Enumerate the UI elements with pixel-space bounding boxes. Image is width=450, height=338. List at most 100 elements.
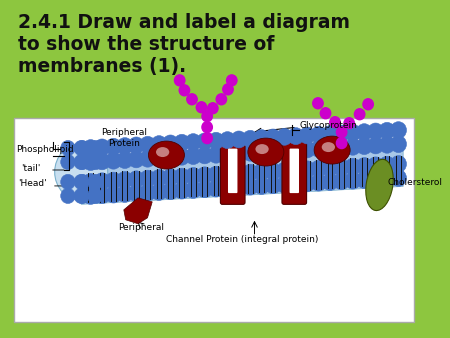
Circle shape — [276, 142, 292, 159]
Circle shape — [105, 172, 122, 189]
Circle shape — [128, 185, 144, 202]
Circle shape — [242, 164, 258, 181]
Circle shape — [368, 171, 384, 188]
Circle shape — [333, 159, 350, 176]
Text: Glycoprotein: Glycoprotein — [299, 121, 357, 130]
FancyBboxPatch shape — [228, 149, 238, 193]
Circle shape — [220, 179, 235, 196]
Circle shape — [105, 152, 122, 169]
Circle shape — [220, 146, 235, 163]
Text: Peripheral
Protein: Peripheral Protein — [101, 128, 147, 148]
Circle shape — [391, 155, 406, 172]
Circle shape — [197, 133, 213, 150]
Circle shape — [356, 138, 372, 154]
Circle shape — [94, 153, 110, 170]
Circle shape — [223, 84, 233, 95]
Circle shape — [74, 174, 89, 190]
FancyBboxPatch shape — [282, 140, 306, 204]
Circle shape — [202, 122, 212, 132]
Circle shape — [242, 178, 258, 195]
Circle shape — [356, 124, 372, 141]
Circle shape — [310, 126, 327, 143]
Circle shape — [175, 75, 185, 86]
Circle shape — [105, 186, 122, 203]
Circle shape — [299, 127, 315, 144]
Circle shape — [117, 186, 133, 202]
Bar — [14, 118, 414, 322]
Circle shape — [179, 85, 189, 96]
Circle shape — [345, 138, 361, 155]
Circle shape — [254, 130, 270, 147]
Circle shape — [313, 98, 323, 109]
Circle shape — [151, 184, 167, 200]
Polygon shape — [124, 198, 152, 224]
Circle shape — [288, 162, 304, 178]
Circle shape — [162, 149, 179, 166]
Circle shape — [242, 130, 258, 147]
Circle shape — [117, 138, 133, 154]
Circle shape — [299, 141, 315, 158]
Ellipse shape — [314, 136, 350, 164]
Circle shape — [288, 175, 304, 192]
Circle shape — [322, 140, 338, 156]
Circle shape — [320, 108, 331, 119]
Circle shape — [299, 161, 315, 178]
Circle shape — [391, 136, 406, 152]
Ellipse shape — [54, 144, 108, 200]
Circle shape — [61, 174, 75, 190]
Text: 'tail': 'tail' — [22, 164, 41, 172]
Circle shape — [379, 156, 395, 173]
Circle shape — [220, 132, 235, 149]
Circle shape — [61, 154, 75, 170]
Text: Peripheral: Peripheral — [118, 223, 164, 232]
Circle shape — [345, 158, 361, 175]
Circle shape — [162, 183, 179, 200]
Circle shape — [83, 173, 99, 190]
Circle shape — [344, 118, 355, 129]
Circle shape — [310, 174, 327, 191]
Circle shape — [162, 135, 179, 152]
Circle shape — [196, 102, 207, 113]
Circle shape — [391, 169, 406, 187]
Circle shape — [89, 141, 103, 156]
Circle shape — [208, 146, 224, 163]
Circle shape — [226, 75, 237, 86]
Circle shape — [330, 117, 340, 128]
Circle shape — [265, 163, 281, 180]
Circle shape — [174, 182, 190, 199]
Text: 2.4.1 Draw and label a diagram
to show the structure of
membranes (1).: 2.4.1 Draw and label a diagram to show t… — [18, 13, 350, 76]
Circle shape — [265, 143, 281, 160]
Circle shape — [322, 173, 338, 190]
Circle shape — [242, 144, 258, 161]
Text: Channel Protein (integral protein): Channel Protein (integral protein) — [166, 235, 318, 244]
Circle shape — [61, 141, 75, 156]
Circle shape — [254, 177, 270, 194]
Circle shape — [174, 134, 190, 151]
Circle shape — [105, 138, 122, 155]
Circle shape — [202, 132, 212, 144]
Circle shape — [174, 148, 190, 165]
Circle shape — [288, 142, 304, 159]
Circle shape — [345, 124, 361, 141]
Circle shape — [75, 141, 90, 156]
Circle shape — [299, 175, 315, 192]
Circle shape — [231, 145, 247, 162]
Circle shape — [337, 127, 347, 138]
Circle shape — [174, 168, 190, 185]
Circle shape — [185, 148, 201, 165]
Circle shape — [185, 134, 201, 150]
Circle shape — [310, 160, 327, 177]
Circle shape — [128, 137, 144, 154]
Circle shape — [363, 99, 374, 110]
Circle shape — [322, 160, 338, 176]
Text: Phospholipid: Phospholipid — [16, 145, 73, 153]
Circle shape — [75, 188, 90, 203]
Circle shape — [276, 162, 292, 179]
Circle shape — [74, 154, 89, 170]
Ellipse shape — [156, 147, 169, 157]
Circle shape — [220, 166, 235, 183]
Ellipse shape — [248, 138, 284, 166]
Circle shape — [94, 187, 110, 204]
Circle shape — [379, 136, 395, 153]
Circle shape — [288, 128, 304, 145]
